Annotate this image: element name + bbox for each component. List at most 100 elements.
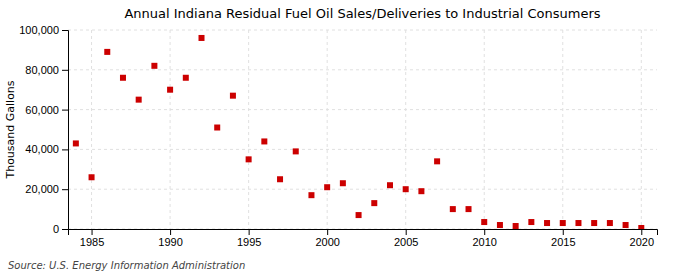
tick-label: 1995: [237, 236, 261, 248]
tick-mark: [62, 70, 68, 71]
tick: 0: [53, 223, 68, 235]
point: [544, 220, 550, 226]
tick: 80,000: [25, 64, 68, 76]
point: [104, 49, 110, 55]
tick-mark: [406, 229, 407, 235]
point: [434, 158, 440, 164]
tick-label: 2010: [472, 236, 496, 248]
point: [230, 93, 236, 99]
tick-mark: [62, 30, 68, 31]
point: [638, 225, 644, 229]
point: [340, 180, 346, 186]
tick-mark: [62, 229, 68, 230]
point: [261, 138, 267, 144]
tick-mark: [484, 229, 485, 235]
tick-label: 60,000: [25, 104, 59, 116]
point: [136, 97, 142, 103]
points: [73, 35, 644, 229]
tick: 2000: [315, 229, 339, 248]
point: [497, 222, 503, 228]
plot-area: 1985 1990 1995 2000 2005 2010 2015 2020 0 20,000 4…: [19, 24, 657, 248]
tick-mark: [249, 229, 250, 235]
tick-label: 1985: [80, 236, 104, 248]
tick: 100,000: [19, 24, 68, 36]
point: [151, 63, 157, 69]
point: [371, 200, 377, 206]
point: [387, 182, 393, 188]
point: [560, 220, 566, 226]
tick-label: 40,000: [25, 143, 59, 155]
grid-line: [327, 30, 328, 229]
point: [183, 75, 189, 81]
grid-line: [68, 30, 657, 31]
title: Annual Indiana Residual Fuel Oil Sales/D…: [124, 6, 600, 21]
grid-line: [170, 30, 171, 229]
point: [450, 206, 456, 212]
tick-mark: [641, 229, 642, 235]
axis-line: [62, 31, 69, 230]
grid-line: [484, 30, 485, 229]
tick: 60,000: [25, 104, 68, 116]
y-axis-label: Thousand Gallons: [4, 80, 17, 179]
tick: 2020: [630, 229, 654, 248]
grid-line: [562, 30, 563, 229]
tick-label: 20,000: [25, 183, 59, 195]
point: [324, 184, 330, 190]
tick: 1985: [80, 229, 104, 248]
tick: 40,000: [25, 143, 68, 155]
point: [418, 188, 424, 194]
grid-line: [248, 30, 249, 229]
tick-mark: [62, 189, 68, 190]
point: [89, 174, 95, 180]
point: [607, 220, 613, 226]
tick-mark: [92, 229, 93, 235]
tick: 2010: [472, 229, 496, 248]
tick-label: 0: [53, 223, 59, 235]
point: [73, 140, 79, 146]
tick-mark: [563, 229, 564, 235]
point: [199, 35, 205, 41]
tick-label: 2000: [315, 236, 339, 248]
point: [623, 222, 629, 228]
axis-line: [69, 230, 658, 236]
point: [575, 220, 581, 226]
point: [513, 223, 519, 229]
tick-label: 100,000: [19, 24, 59, 36]
point: [120, 75, 126, 81]
tick: 2015: [551, 229, 575, 248]
tick-mark: [62, 110, 68, 111]
point: [277, 176, 283, 182]
chart: 1985 1990 1995 2000 2005 2010 2015 2020 0 20,000 4…: [0, 0, 675, 275]
source-note: Source: U.S. Energy Information Administ…: [8, 260, 245, 271]
grid-line: [641, 30, 642, 229]
tick-mark: [62, 149, 68, 150]
tick-label: 2015: [551, 236, 575, 248]
point: [481, 219, 487, 225]
tick-label: 80,000: [25, 64, 59, 76]
grid-line: [91, 30, 92, 229]
point: [591, 220, 597, 226]
point: [466, 206, 472, 212]
tick-label: 2005: [394, 236, 418, 248]
tick: 1995: [237, 229, 261, 248]
tick: 20,000: [25, 183, 68, 195]
grid-line: [68, 109, 657, 110]
point: [356, 212, 362, 218]
point: [528, 219, 534, 225]
y-axis: 0 20,000 40,000 60,000 80,000 100,000: [19, 24, 68, 235]
tick: 1990: [158, 229, 182, 248]
point: [167, 87, 173, 93]
tick-mark: [170, 229, 171, 235]
grid-line: [405, 30, 406, 229]
point: [308, 192, 314, 198]
grid: [68, 30, 657, 229]
point: [293, 148, 299, 154]
grid-line: [68, 69, 657, 70]
point: [403, 186, 409, 192]
tick-mark: [327, 229, 328, 235]
grid-line: [68, 189, 657, 190]
tick: 2005: [394, 229, 418, 248]
tick-label: 2020: [630, 236, 654, 248]
grid-line: [68, 149, 657, 150]
point: [214, 125, 220, 131]
